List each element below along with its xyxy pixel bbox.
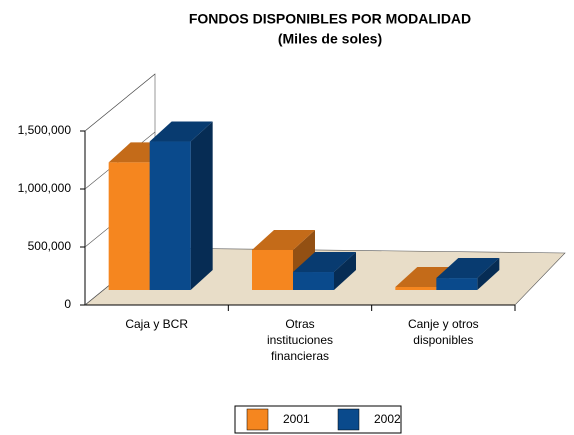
grid-line bbox=[84, 73, 156, 132]
bar bbox=[436, 258, 500, 290]
bar-front bbox=[436, 278, 478, 290]
bar-side bbox=[477, 258, 500, 290]
bar-front bbox=[149, 141, 191, 290]
chart-title: FONDOS DISPONIBLES POR MODALIDAD bbox=[189, 11, 471, 27]
bar bbox=[149, 121, 213, 291]
bar-front bbox=[395, 286, 437, 290]
bar-top bbox=[436, 258, 500, 279]
legend-swatch bbox=[246, 408, 269, 431]
bar-top bbox=[252, 229, 315, 250]
x-tick-label: Otras instituciones financieras bbox=[267, 317, 333, 363]
legend-swatch bbox=[337, 408, 360, 431]
bar-front bbox=[252, 249, 293, 290]
bar bbox=[293, 252, 356, 290]
bar-side bbox=[190, 121, 213, 291]
bar-top bbox=[395, 266, 459, 287]
chart-subtitle: (Miles de soles) bbox=[278, 31, 382, 47]
bar-top bbox=[149, 121, 213, 142]
y-tick-label: 500,000 bbox=[28, 239, 72, 253]
bar-front bbox=[108, 162, 150, 290]
bar-top bbox=[293, 252, 356, 273]
legend-label: 2001 bbox=[283, 412, 310, 426]
bar-side bbox=[334, 252, 356, 290]
y-tick-label: 1,000,000 bbox=[18, 181, 72, 195]
y-tick-label: 0 bbox=[64, 297, 71, 311]
x-tick-label: Caja y BCR bbox=[125, 317, 188, 331]
x-tick-label: Canje y otros disponibles bbox=[408, 317, 479, 347]
bar-front bbox=[293, 272, 334, 290]
legend-label: 2002 bbox=[374, 412, 401, 426]
y-tick-label: 1,500,000 bbox=[18, 123, 72, 137]
